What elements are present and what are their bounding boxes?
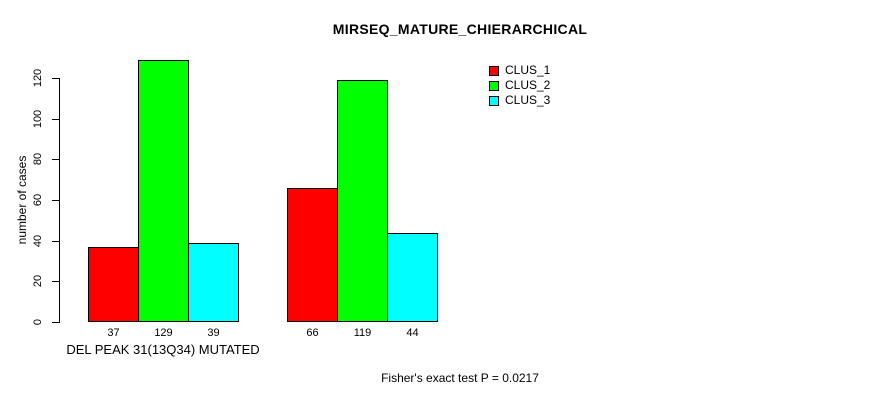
bar-value-label: 44 xyxy=(406,327,419,339)
y-axis-tick-label: 100 xyxy=(32,109,44,129)
y-axis-tick xyxy=(52,322,59,323)
legend-row: CLUS_2 xyxy=(489,78,550,93)
y-axis-tick xyxy=(52,159,59,160)
bar xyxy=(138,60,189,322)
legend-swatch xyxy=(489,95,499,106)
bar xyxy=(387,233,438,322)
bar xyxy=(88,247,139,322)
legend-row: CLUS_1 xyxy=(489,63,550,78)
group-label: DEL PEAK 31(13Q34) MUTATED xyxy=(66,342,260,357)
legend-row: CLUS_3 xyxy=(489,93,550,108)
y-axis-tick-label: 0 xyxy=(32,318,44,326)
y-axis-tick xyxy=(52,200,59,201)
bar xyxy=(188,243,239,322)
y-axis-tick xyxy=(52,281,59,282)
legend-label: CLUS_3 xyxy=(505,93,551,107)
y-axis-tick-label: 60 xyxy=(32,193,44,207)
legend-swatch xyxy=(489,80,499,91)
y-axis-tick-label: 80 xyxy=(32,152,44,166)
bar-value-label: 39 xyxy=(207,327,220,339)
y-axis-label: number of cases xyxy=(15,155,29,245)
bar-value-label: 37 xyxy=(107,327,120,339)
bar-value-label: 129 xyxy=(154,327,173,339)
y-axis-tick-label: 40 xyxy=(32,234,44,248)
chart-title: MIRSEQ_MATURE_CHIERARCHICAL xyxy=(332,21,588,37)
y-axis-tick xyxy=(52,78,59,79)
legend-label: CLUS_2 xyxy=(505,78,551,92)
legend-swatch xyxy=(489,65,499,76)
y-axis-tick-label: 120 xyxy=(32,68,44,88)
legend-label: CLUS_1 xyxy=(505,63,551,77)
y-axis-line xyxy=(59,78,60,323)
y-axis-tick xyxy=(52,241,59,242)
bar xyxy=(337,80,388,322)
bar-value-label: 66 xyxy=(306,327,319,339)
bar-value-label: 119 xyxy=(353,327,372,339)
annotation-fisher-test: Fisher's exact test P = 0.0217 xyxy=(381,371,539,385)
bar xyxy=(287,188,338,322)
y-axis-tick-label: 20 xyxy=(32,274,44,288)
y-axis-tick xyxy=(52,119,59,120)
